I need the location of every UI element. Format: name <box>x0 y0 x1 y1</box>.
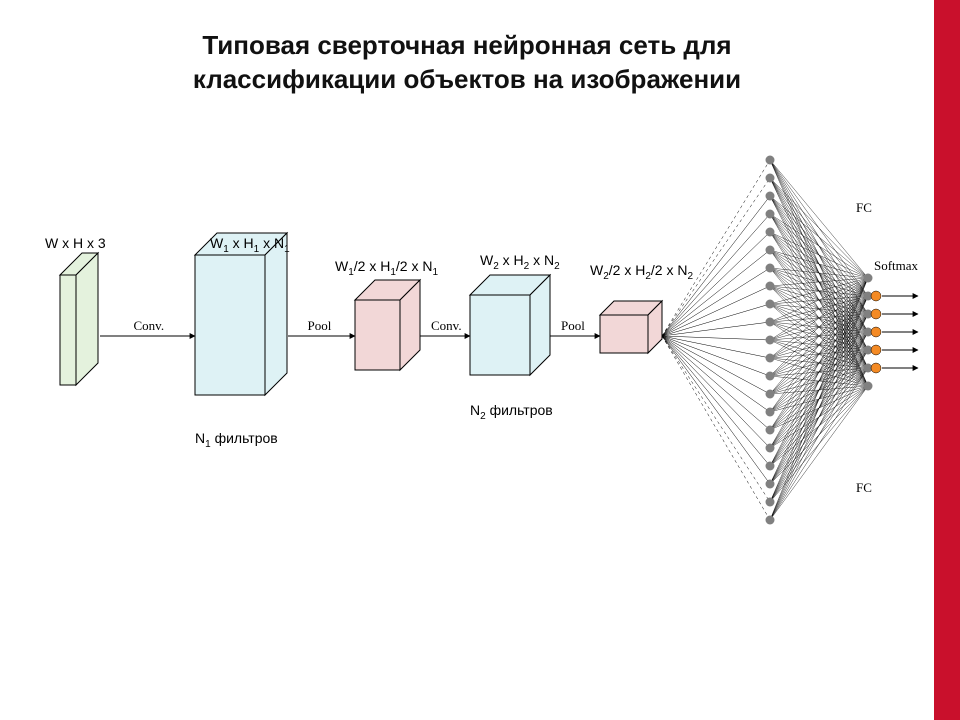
dim-label-pool1: W1/2 x H1/2 x N1 <box>335 258 438 278</box>
title-line1: Типовая сверточная нейронная сеть для <box>0 28 934 62</box>
op-conv-1: Conv. <box>134 318 165 334</box>
dim-label-conv1: W1 x H1 x N1 <box>210 235 290 255</box>
diagram-svg <box>0 140 934 580</box>
softmax-label: Softmax <box>874 258 918 274</box>
op-conv-2: Conv. <box>431 318 462 334</box>
title-line2: классификации объектов на изображении <box>0 62 934 96</box>
cnn-diagram: W x H x 3 W1 x H1 x N1 W1/2 x H1/2 x N1 … <box>0 140 934 580</box>
fc-label-bottom: FC <box>856 480 872 496</box>
page-title: Типовая сверточная нейронная сеть для кл… <box>0 28 934 96</box>
fc-label-top: FC <box>856 200 872 216</box>
op-pool-2: Pool <box>561 318 585 334</box>
accent-bar <box>934 0 960 720</box>
op-pool-1: Pool <box>308 318 332 334</box>
filters-label-2: N2 фильтров <box>470 402 553 422</box>
dim-label-input: W x H x 3 <box>45 235 106 251</box>
dim-label-pool2: W2/2 x H2/2 x N2 <box>590 262 693 282</box>
dim-label-conv2: W2 x H2 x N2 <box>480 252 560 272</box>
filters-label-1: N1 фильтров <box>195 430 278 450</box>
